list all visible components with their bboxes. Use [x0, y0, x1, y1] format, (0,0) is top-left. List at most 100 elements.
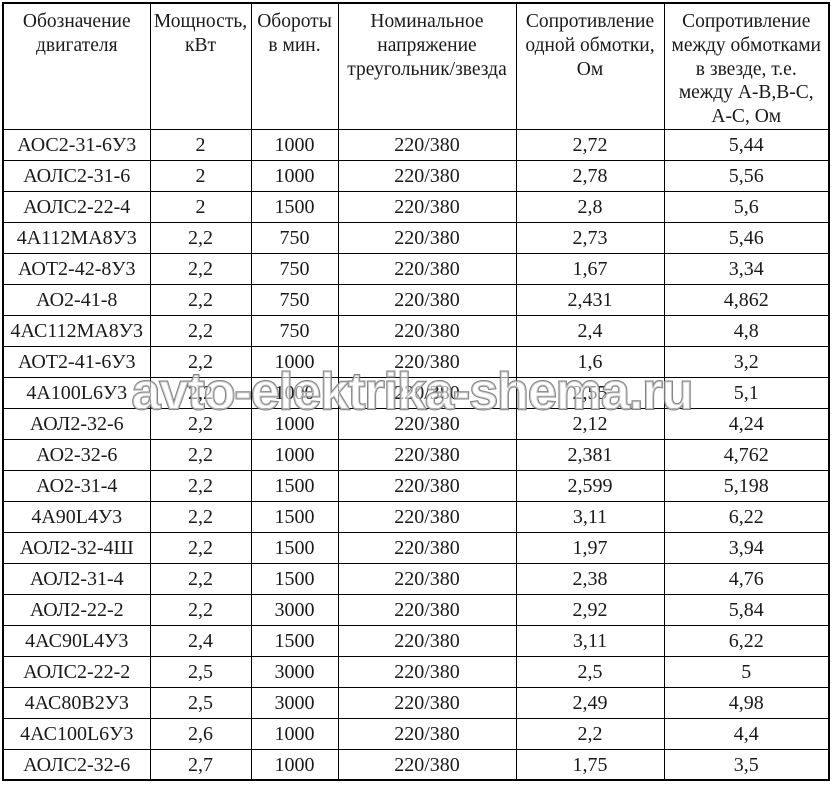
cell-rpm: 1500 [250, 562, 339, 595]
cell-power-kw: 2,2 [149, 500, 252, 533]
cell-power-kw: 2,2 [149, 252, 252, 285]
cell-winding-resistance: 2,381 [515, 438, 665, 471]
cell-power-kw: 2,2 [149, 562, 252, 595]
cell-nominal-voltage: 220/380 [337, 469, 517, 502]
cell-star-resistance: 5,56 [663, 159, 830, 192]
table-row: 4АС90L4У3 2,4 1500 220/380 3,11 6,22 [2, 624, 830, 657]
table-row: АОЛС2-22-4 2 1500 220/380 2,8 5,6 [2, 190, 830, 223]
cell-power-kw: 2,5 [149, 655, 252, 688]
cell-nominal-voltage: 220/380 [337, 748, 517, 781]
cell-motor-designation: АО2-31-4 [2, 469, 151, 502]
cell-nominal-voltage: 220/380 [337, 686, 517, 719]
cell-star-resistance: 4,76 [663, 562, 830, 595]
cell-winding-resistance: 2,73 [515, 221, 665, 254]
cell-motor-designation: АОЛС2-31-6 [2, 159, 151, 192]
cell-rpm: 750 [250, 221, 339, 254]
cell-nominal-voltage: 220/380 [337, 314, 517, 347]
cell-rpm: 1000 [250, 717, 339, 750]
cell-star-resistance: 6,22 [663, 624, 830, 657]
cell-winding-resistance: 3,11 [515, 624, 665, 657]
cell-motor-designation: 4АС80В2У3 [2, 686, 151, 719]
cell-star-resistance: 4,862 [663, 283, 830, 316]
cell-winding-resistance: 2,5 [515, 655, 665, 688]
cell-rpm: 750 [250, 252, 339, 285]
col-header-star-resistance: Сопротивление между обмотками в звезде, … [663, 2, 830, 130]
cell-motor-designation: АО2-32-6 [2, 438, 151, 471]
cell-winding-resistance: 1,97 [515, 531, 665, 564]
cell-nominal-voltage: 220/380 [337, 562, 517, 595]
cell-rpm: 750 [250, 314, 339, 347]
table-row: АОЛС2-22-2 2,5 3000 220/380 2,5 5 [2, 655, 830, 688]
cell-nominal-voltage: 220/380 [337, 190, 517, 223]
table-row: АО2-41-8 2,2 750 220/380 2,431 4,862 [2, 283, 830, 316]
cell-motor-designation: АОТ2-42-8У3 [2, 252, 151, 285]
cell-rpm: 3000 [250, 655, 339, 688]
cell-motor-designation: АОЛ2-32-6 [2, 407, 151, 440]
cell-winding-resistance: 2,38 [515, 562, 665, 595]
cell-rpm: 1000 [250, 128, 339, 161]
table-row: АО2-32-6 2,2 1000 220/380 2,381 4,762 [2, 438, 830, 471]
table-row: АОТ2-42-8У3 2,2 750 220/380 1,67 3,34 [2, 252, 830, 285]
header-row: Обозначение двигателя Мощность, кВт Обор… [2, 2, 830, 130]
cell-power-kw: 2,2 [149, 283, 252, 316]
col-header-motor-designation: Обозначение двигателя [2, 2, 151, 130]
cell-rpm: 1000 [250, 376, 339, 409]
cell-winding-resistance: 2,599 [515, 469, 665, 502]
table-row: АОС2-31-6У3 2 1000 220/380 2,72 5,44 [2, 128, 830, 161]
cell-star-resistance: 4,24 [663, 407, 830, 440]
cell-winding-resistance: 1,67 [515, 252, 665, 285]
cell-star-resistance: 5,6 [663, 190, 830, 223]
table-row: 4АС100L6У3 2,6 1000 220/380 2,2 4,4 [2, 717, 830, 750]
cell-winding-resistance: 2,8 [515, 190, 665, 223]
cell-star-resistance: 4,8 [663, 314, 830, 347]
cell-rpm: 1000 [250, 748, 339, 781]
cell-nominal-voltage: 220/380 [337, 159, 517, 192]
cell-motor-designation: АОЛС2-32-6 [2, 748, 151, 781]
col-header-power-kw: Мощность, кВт [149, 2, 252, 130]
cell-motor-designation: 4А90L4У3 [2, 500, 151, 533]
cell-nominal-voltage: 220/380 [337, 531, 517, 564]
cell-nominal-voltage: 220/380 [337, 283, 517, 316]
cell-motor-designation: 4АС90L4У3 [2, 624, 151, 657]
cell-star-resistance: 5,1 [663, 376, 830, 409]
table-row: 4А100L6У3 2,2 1000 220/380 2,55 5,1 [2, 376, 830, 409]
cell-rpm: 1000 [250, 159, 339, 192]
table-row: АОЛ2-22-2 2,2 3000 220/380 2,92 5,84 [2, 593, 830, 626]
col-header-winding-resistance: Сопротивление одной обмотки, Ом [515, 2, 665, 130]
cell-star-resistance: 4,4 [663, 717, 830, 750]
cell-rpm: 1500 [250, 190, 339, 223]
cell-power-kw: 2,6 [149, 717, 252, 750]
cell-power-kw: 2,2 [149, 345, 252, 378]
cell-motor-designation: АОС2-31-6У3 [2, 128, 151, 161]
cell-motor-designation: АОТ2-41-6У3 [2, 345, 151, 378]
cell-star-resistance: 5,44 [663, 128, 830, 161]
cell-power-kw: 2 [149, 159, 252, 192]
cell-power-kw: 2,2 [149, 469, 252, 502]
cell-nominal-voltage: 220/380 [337, 593, 517, 626]
table-row: 4АС112МА8У3 2,2 750 220/380 2,4 4,8 [2, 314, 830, 347]
table-row: 4А112МА8У3 2,2 750 220/380 2,73 5,46 [2, 221, 830, 254]
cell-winding-resistance: 2,4 [515, 314, 665, 347]
cell-star-resistance: 3,5 [663, 748, 830, 781]
cell-power-kw: 2,2 [149, 376, 252, 409]
table-row: АОЛ2-32-4Ш 2,2 1500 220/380 1,97 3,94 [2, 531, 830, 564]
cell-nominal-voltage: 220/380 [337, 717, 517, 750]
cell-rpm: 1500 [250, 469, 339, 502]
cell-motor-designation: АОЛ2-22-2 [2, 593, 151, 626]
cell-nominal-voltage: 220/380 [337, 407, 517, 440]
table-row: АОЛ2-32-6 2,2 1000 220/380 2,12 4,24 [2, 407, 830, 440]
cell-star-resistance: 3,94 [663, 531, 830, 564]
cell-power-kw: 2,2 [149, 221, 252, 254]
cell-nominal-voltage: 220/380 [337, 376, 517, 409]
cell-power-kw: 2,5 [149, 686, 252, 719]
cell-nominal-voltage: 220/380 [337, 655, 517, 688]
cell-winding-resistance: 2,92 [515, 593, 665, 626]
cell-rpm: 1500 [250, 500, 339, 533]
cell-nominal-voltage: 220/380 [337, 500, 517, 533]
cell-rpm: 750 [250, 283, 339, 316]
cell-nominal-voltage: 220/380 [337, 128, 517, 161]
cell-star-resistance: 4,762 [663, 438, 830, 471]
cell-star-resistance: 5 [663, 655, 830, 688]
cell-power-kw: 2,2 [149, 438, 252, 471]
cell-rpm: 1000 [250, 407, 339, 440]
